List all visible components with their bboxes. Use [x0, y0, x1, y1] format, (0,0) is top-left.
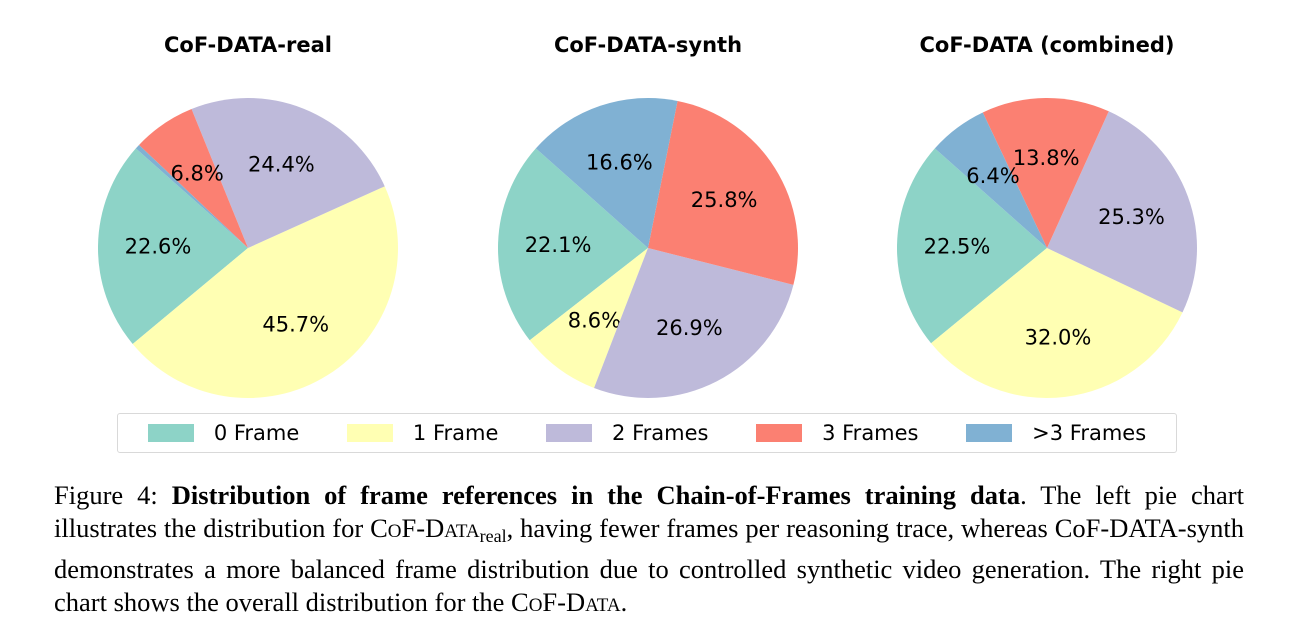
pie-combined-label-1: 32.0% — [1025, 325, 1092, 349]
pie-combined-slice-4 — [934, 112, 1047, 248]
pie-synth-slice-2 — [594, 248, 794, 398]
caption-end: . — [620, 587, 628, 617]
caption-bold: Distribution of frame references in the … — [171, 480, 1021, 510]
pie-synth-label-2: 26.9% — [656, 316, 723, 340]
legend-label-0-frame: 0 Frame — [213, 421, 300, 445]
pie-synth-label-4: 16.6% — [586, 151, 653, 175]
legend-swatch-1-frame — [346, 424, 393, 442]
pie-real-label-3: 6.8% — [171, 162, 224, 186]
pie-combined-slice-3 — [982, 97, 1109, 248]
pie-synth-slice-4 — [535, 98, 678, 248]
legend: 0 Frame 1 Frame 2 Frames 3 Frames >3 Fra… — [117, 413, 1177, 453]
legend-item-0-frame: 0 Frame — [147, 421, 300, 445]
pie-title-synth: CoF-DATA-synth — [553, 33, 743, 57]
legend-item-1-frame: 1 Frame — [346, 421, 499, 445]
pie-synth-label-0: 22.1% — [525, 233, 592, 257]
pie-combined-label-2: 25.3% — [1098, 205, 1165, 229]
pie-synth-label-3: 25.8% — [691, 188, 758, 212]
legend-swatch-2-frames — [546, 424, 593, 442]
caption-smallcaps-2: CoF-Data — [511, 587, 621, 617]
figure-caption: Figure 4: Distribution of frame referenc… — [54, 479, 1244, 619]
legend-label-more-frames: >3 Frames — [1032, 421, 1147, 445]
legend-label-2-frames: 2 Frames — [612, 421, 709, 445]
legend-label-3-frames: 3 Frames — [822, 421, 919, 445]
pie-real-label-0: 22.6% — [125, 235, 192, 259]
pie-title-combined: CoF-DATA (combined) — [919, 33, 1175, 57]
legend-swatch-3-frames — [756, 424, 803, 442]
pie-combined-label-0: 22.5% — [924, 234, 991, 258]
caption-subscript: real — [479, 526, 507, 546]
pie-synth-slice-1 — [529, 248, 648, 388]
pie-synth-slice-3 — [648, 100, 798, 285]
pie-real-slice-4 — [135, 144, 248, 248]
pie-synth-slice-0 — [497, 148, 648, 341]
pie-combined-slice-0 — [896, 148, 1047, 344]
pie-charts: 22.6% 45.7% 24.4% 6.8% 22.1% 8.6% 26.9% 25.8% 16… — [97, 97, 1197, 399]
pie-real-slice-1 — [132, 186, 399, 399]
caption-part2: , having fewer frames per reasoning trac… — [54, 513, 1244, 617]
legend-swatch-0-frame — [147, 424, 194, 442]
pie-synth-label-1: 8.6% — [568, 308, 621, 332]
legend-swatch-more-frames — [966, 424, 1013, 442]
pie-combined-slice-2 — [1047, 111, 1197, 313]
pie-real-slice-2 — [191, 98, 385, 249]
pie-real-slice-0 — [97, 148, 248, 344]
caption-prefix: Figure 4: — [54, 480, 172, 510]
legend-item-more-frames: >3 Frames — [966, 421, 1146, 445]
caption-part1: . The left pie chart illustrates the dis… — [54, 480, 1244, 543]
pie-real-label-2: 24.4% — [248, 152, 315, 176]
legend-item-3-frames: 3 Frames — [756, 421, 919, 445]
legend-label-1-frame: 1 Frame — [412, 421, 499, 445]
pie-combined-slice-1 — [931, 248, 1183, 398]
caption-smallcaps-1: CoF-Data — [370, 513, 480, 543]
pie-real-label-1: 45.7% — [262, 312, 329, 336]
pie-combined-label-3: 13.8% — [1013, 146, 1080, 170]
figure: CoF-DATA-real CoF-DATA-synth CoF-DATA (c… — [97, 33, 1197, 453]
legend-item-2-frames: 2 Frames — [546, 421, 708, 445]
pie-title-real: CoF-DATA-real — [164, 33, 332, 57]
pie-real-slice-3 — [139, 109, 248, 248]
pie-combined-label-4: 6.4% — [966, 164, 1019, 188]
